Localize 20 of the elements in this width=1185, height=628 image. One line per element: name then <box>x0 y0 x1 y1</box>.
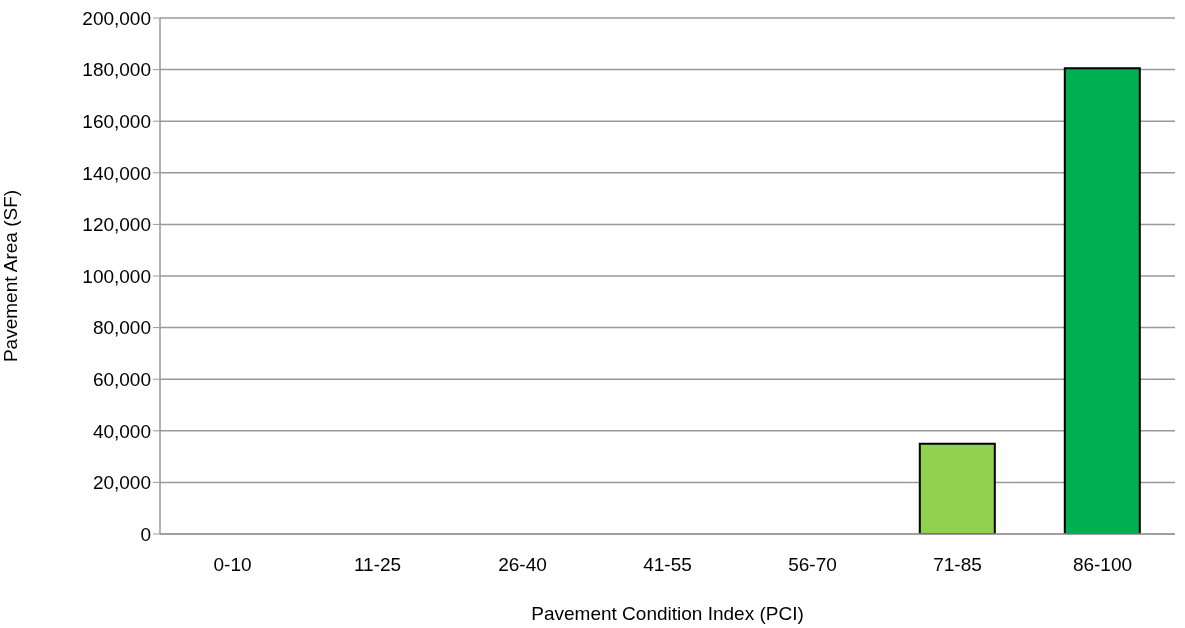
y-tick-label: 40,000 <box>92 420 151 442</box>
x-tick-label: 26-40 <box>498 554 547 576</box>
x-tick-label: 0-10 <box>213 554 252 576</box>
x-tick-label: 11-25 <box>353 554 402 576</box>
x-tick-label: 71-85 <box>933 554 982 576</box>
y-tick-label: 100,000 <box>82 265 151 287</box>
y-tick-label: 160,000 <box>82 110 151 132</box>
y-tick-label: 80,000 <box>92 317 151 339</box>
y-tick-label: 120,000 <box>82 214 151 236</box>
x-tick-label: 86-100 <box>1072 554 1133 576</box>
y-tick-label: 140,000 <box>82 162 151 184</box>
y-tick-label: 200,000 <box>82 7 151 29</box>
y-tick-label: 60,000 <box>92 368 151 390</box>
y-tick-label: 20,000 <box>92 472 151 494</box>
x-tick-label: 56-70 <box>788 554 837 576</box>
y-tick-label: 180,000 <box>82 59 151 81</box>
x-axis-title: Pavement Condition Index (PCI) <box>531 603 804 624</box>
y-tick-label: 0 <box>140 523 151 545</box>
y-axis-title: Pavement Area (SF) <box>0 189 21 363</box>
x-tick-label: 41-55 <box>643 554 692 576</box>
